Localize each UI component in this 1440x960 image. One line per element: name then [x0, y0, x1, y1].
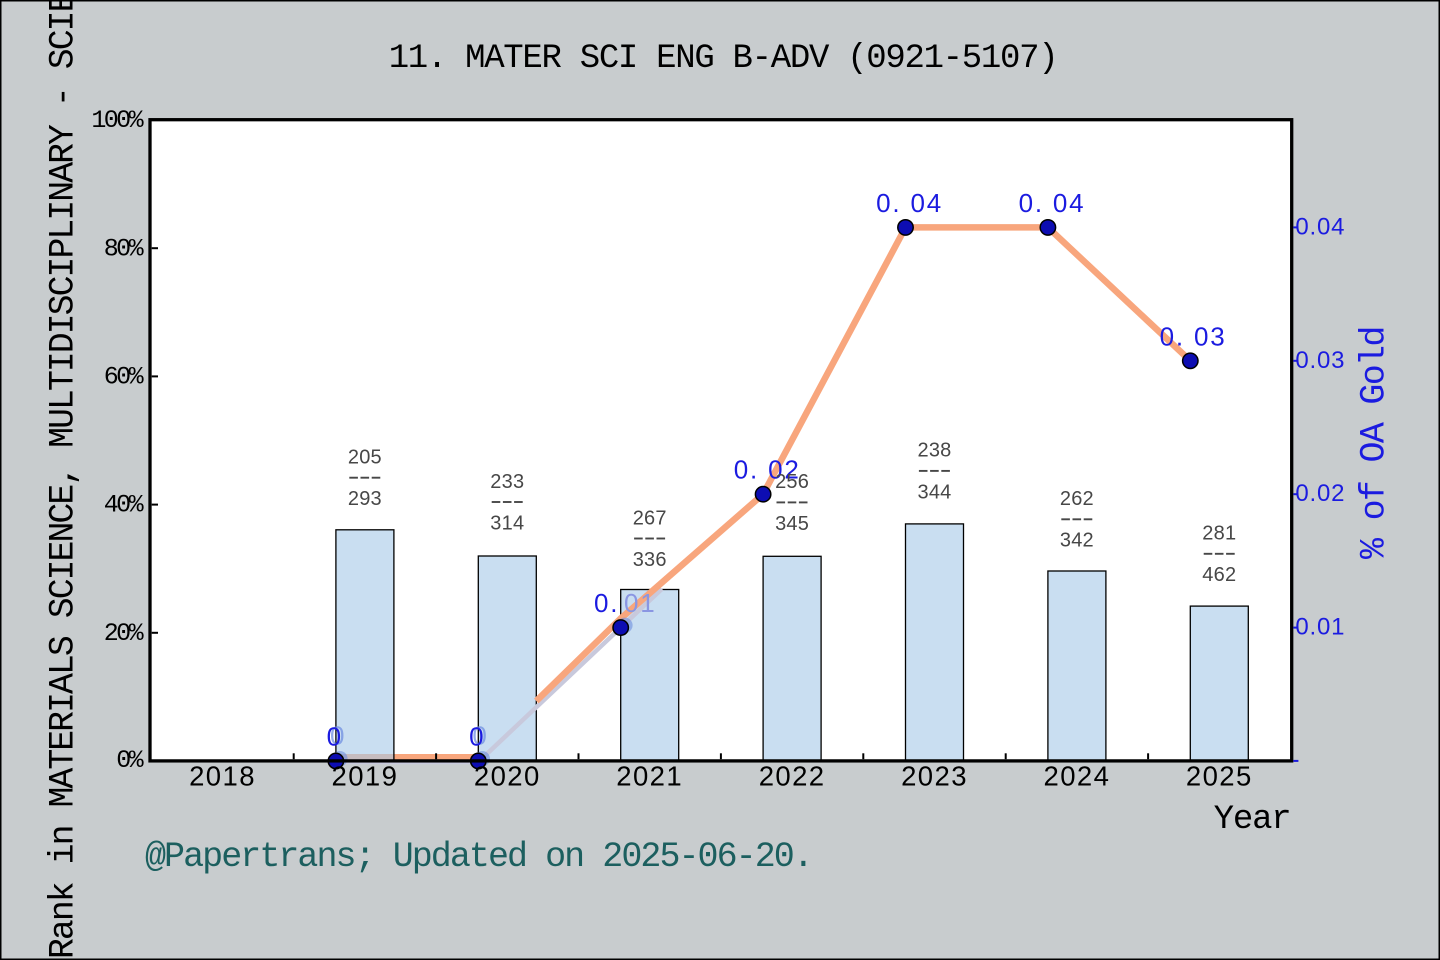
svg-text:0. 04: 0. 04 — [1019, 188, 1086, 218]
svg-text:238: 238 — [918, 440, 952, 462]
svg-text:2025: 2025 — [1186, 761, 1253, 792]
svg-text:2022: 2022 — [759, 761, 826, 792]
svg-text:40%: 40% — [104, 491, 145, 520]
svg-text:262: 262 — [1060, 488, 1094, 510]
svg-text:100%: 100% — [91, 106, 144, 135]
svg-text:0: 0 — [330, 721, 346, 751]
svg-text:0. 02: 0. 02 — [734, 455, 801, 485]
svg-text:281: 281 — [1202, 523, 1236, 545]
svg-text:0.01: 0.01 — [1295, 614, 1345, 641]
svg-text:60%: 60% — [104, 362, 145, 391]
svg-text:2023: 2023 — [901, 761, 968, 792]
svg-text:0%: 0% — [116, 746, 144, 775]
svg-text:233: 233 — [490, 471, 524, 493]
svg-text:0.: 0. — [594, 588, 619, 618]
svg-text:462: 462 — [1202, 564, 1236, 586]
svg-text:314: 314 — [490, 512, 524, 534]
svg-text:256: 256 — [775, 471, 809, 493]
svg-text:0.02: 0.02 — [1295, 480, 1345, 507]
svg-text:Year: Year — [1214, 801, 1291, 839]
svg-text:0: 0 — [327, 721, 343, 751]
svg-text:01: 01 — [624, 588, 657, 618]
svg-text:342: 342 — [1060, 530, 1094, 552]
svg-text:% of OA Gold: % of OA Gold — [1355, 327, 1395, 559]
svg-text:80%: 80% — [104, 234, 145, 263]
svg-text:2019: 2019 — [332, 761, 399, 792]
svg-text:2021: 2021 — [616, 761, 683, 792]
svg-text:2020: 2020 — [474, 761, 541, 792]
svg-text:@Papertrans; Updated on 2025-0: @Papertrans; Updated on 2025-06-20. — [145, 837, 812, 877]
svg-text:0. 03: 0. 03 — [1160, 321, 1227, 351]
svg-text:2018: 2018 — [189, 761, 256, 792]
svg-text:Rank in MATERIALS SCIENCE, MUL: Rank in MATERIALS SCIENCE, MULTIDISCIPLI… — [45, 0, 84, 959]
svg-text:0.03: 0.03 — [1295, 347, 1345, 374]
svg-text:267: 267 — [633, 507, 667, 529]
svg-text:293: 293 — [348, 488, 382, 510]
svg-text:0: 0 — [472, 721, 488, 751]
svg-text:0: 0 — [469, 721, 485, 751]
svg-text:345: 345 — [775, 513, 809, 535]
svg-text:336: 336 — [633, 549, 667, 571]
svg-text:0.04: 0.04 — [1295, 213, 1345, 240]
svg-text:11. MATER SCI ENG B-ADV (0921-: 11. MATER SCI ENG B-ADV (0921-5107) — [389, 40, 1058, 78]
svg-text:20%: 20% — [104, 619, 145, 648]
svg-text:344: 344 — [918, 481, 952, 503]
svg-text:0. 04: 0. 04 — [876, 188, 943, 218]
svg-text:2024: 2024 — [1044, 761, 1111, 792]
svg-text:205: 205 — [348, 447, 382, 469]
